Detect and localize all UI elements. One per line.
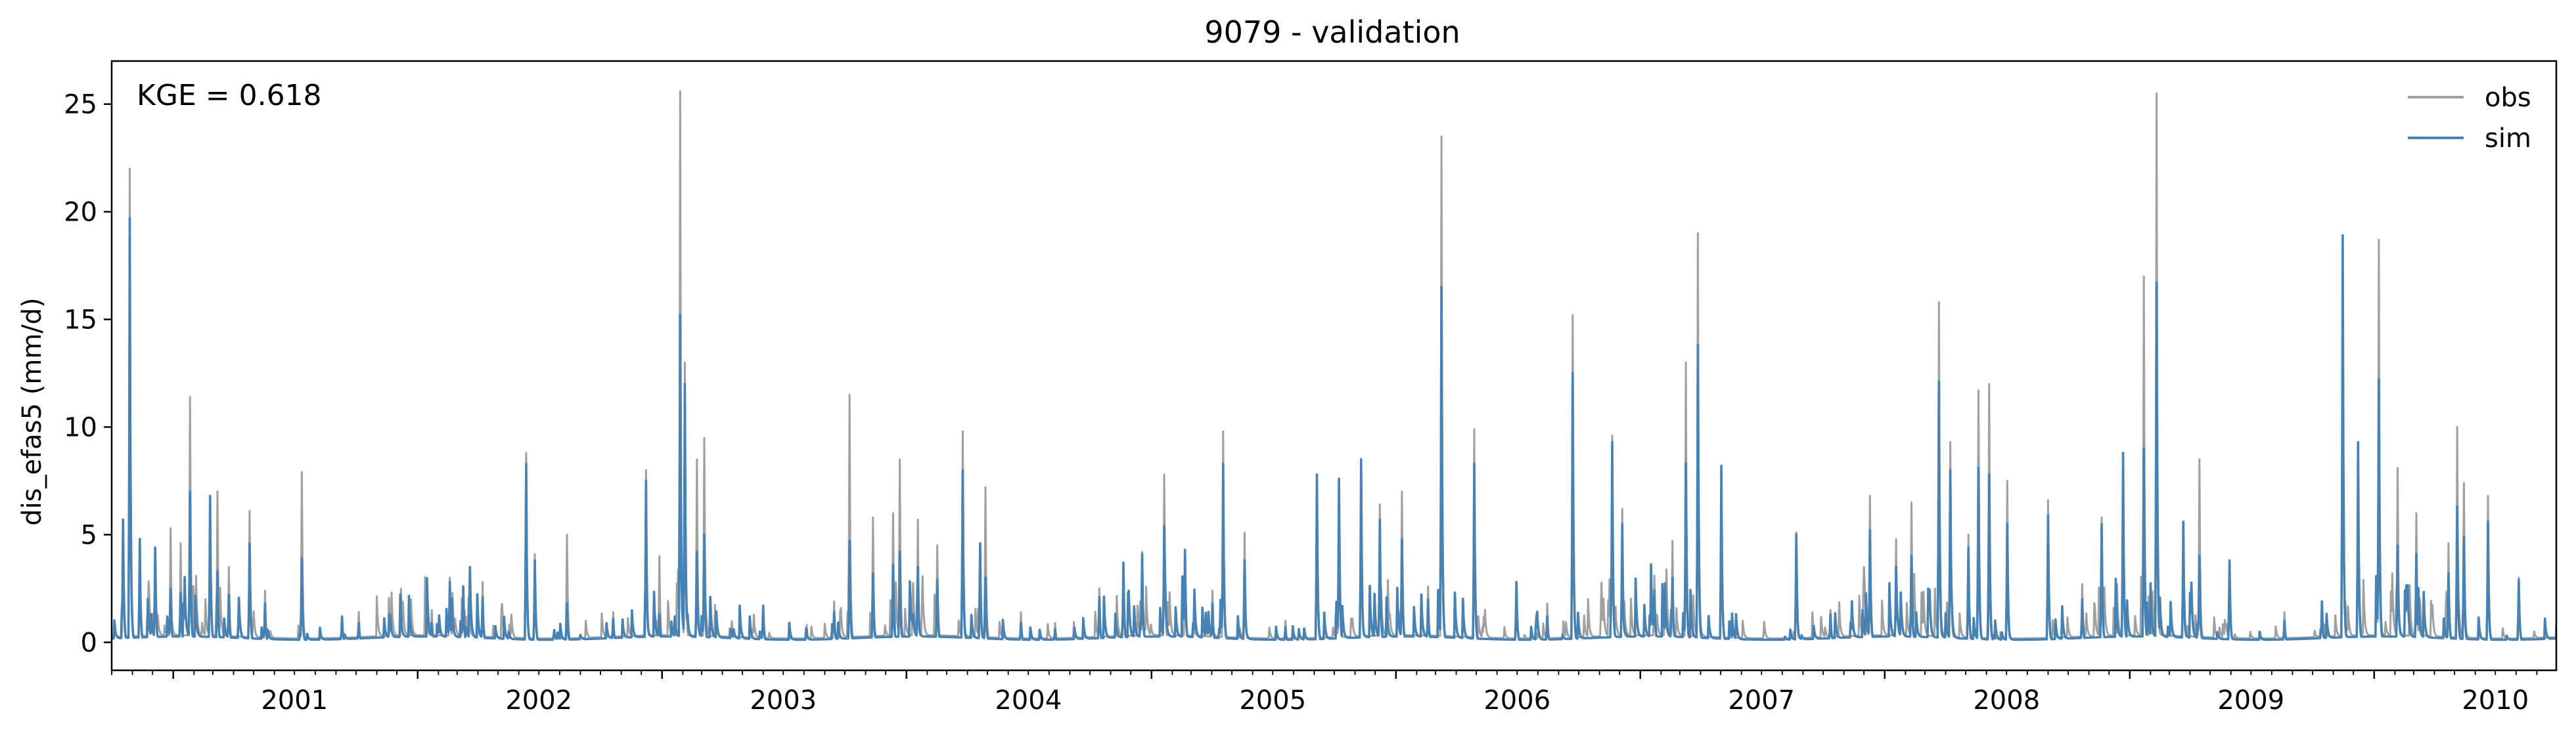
x-tick-label: 2002 bbox=[505, 685, 572, 716]
legend-sim-label: sim bbox=[2485, 123, 2531, 154]
legend: obs sim bbox=[2408, 83, 2531, 154]
y-tick-label: 20 bbox=[64, 198, 97, 228]
series-line-sim bbox=[112, 217, 2556, 641]
x-tick-label: 2010 bbox=[2462, 685, 2529, 716]
y-tick-label: 15 bbox=[64, 305, 97, 335]
x-tick-label: 2003 bbox=[750, 685, 817, 716]
x-tick-label: 2004 bbox=[995, 685, 1062, 716]
x-tick-label: 2009 bbox=[2217, 685, 2284, 716]
kge-annotation: KGE = 0.618 bbox=[137, 79, 322, 112]
x-tick-label: 2001 bbox=[261, 685, 328, 716]
y-axis-label: dis_efas5 (mm/d) bbox=[17, 297, 47, 526]
x-tick-label: 2007 bbox=[1728, 685, 1795, 716]
plot-frame bbox=[110, 60, 2558, 672]
x-axis: 2001 2002 2003 2004 2005 2006 2007 2008 2009 2010 bbox=[111, 670, 2538, 716]
legend-obs-label: obs bbox=[2485, 83, 2531, 113]
y-tick-label: 0 bbox=[81, 628, 97, 658]
y-tick-label: 25 bbox=[64, 90, 97, 120]
chart-title: 9079 - validation bbox=[1204, 14, 1460, 50]
x-tick-label: 2008 bbox=[1973, 685, 2040, 716]
y-axis: 0 5 10 15 20 25 bbox=[64, 90, 112, 658]
y-tick-label: 5 bbox=[81, 520, 97, 550]
x-tick-label: 2006 bbox=[1483, 685, 1550, 716]
series-line-obs bbox=[112, 90, 2556, 639]
x-tick-label: 2005 bbox=[1239, 685, 1306, 716]
series-layer bbox=[112, 90, 2556, 641]
y-tick-label: 10 bbox=[64, 412, 97, 443]
